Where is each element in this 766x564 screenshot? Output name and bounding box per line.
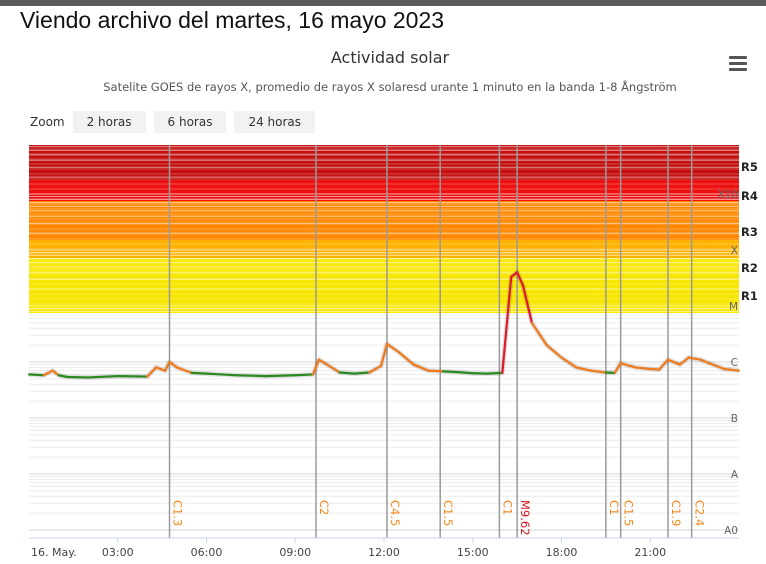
zoom-controls: Zoom 2 horas 6 horas 24 horas: [30, 111, 323, 133]
flux-segment: [155, 366, 167, 372]
flux-segment: [613, 362, 622, 374]
radio-blackout-label-R1: R1: [741, 289, 758, 303]
r4-band: [29, 180, 739, 201]
hamburger-menu-icon[interactable]: [729, 56, 747, 72]
flux-segment: [205, 372, 223, 376]
flare-label-1: C2: [317, 500, 331, 515]
x-tick-label-1500: 15:00: [457, 546, 489, 559]
flux-segment: [368, 364, 383, 374]
flux-segment: [317, 358, 326, 365]
flux-segment: [146, 366, 158, 378]
flare-label-5: M9.62: [518, 500, 532, 536]
top-bar: [0, 0, 766, 6]
flux-segment: [51, 369, 60, 377]
radio-blackout-label-R2: R2: [741, 261, 758, 275]
flux-segment: [412, 363, 430, 372]
flux-segment: [353, 371, 371, 375]
flux-segment: [323, 362, 341, 374]
flux-segment: [379, 342, 389, 368]
flux-segment: [545, 344, 563, 359]
horizontal-gridlines: [29, 146, 739, 531]
flare-label-8: C1.9: [669, 500, 683, 526]
flux-segment: [575, 366, 593, 372]
flux-segment: [486, 371, 504, 375]
flare-label-9: C2.4: [693, 500, 707, 526]
zoom-label: Zoom: [30, 115, 65, 129]
flare-label-6: C1: [607, 500, 621, 515]
flare-label-2: C4.5: [388, 500, 402, 526]
flux-segment: [397, 351, 415, 366]
flux-segment: [311, 358, 321, 376]
page-title: Viendo archivo del martes, 16 mayo 2023: [20, 7, 445, 33]
zoom-6h-button[interactable]: 6 horas: [153, 111, 227, 133]
radio-blackout-label-R5: R5: [741, 160, 758, 174]
r2-band: [29, 240, 739, 258]
x-tick-label-1800: 18:00: [546, 546, 578, 559]
flux-segment: [385, 342, 400, 354]
zoom-24h-button[interactable]: 24 horas: [234, 111, 316, 133]
flux-segment: [456, 371, 474, 375]
flux-segment: [501, 275, 513, 374]
flux-segment: [619, 362, 637, 369]
flux-segment: [589, 369, 607, 374]
flux-segment: [27, 373, 45, 377]
x-tick-label-0600: 06:00: [191, 546, 223, 559]
x-tick-label-0900: 09:00: [279, 546, 311, 559]
flux-segment: [521, 284, 534, 324]
class-label-X: X: [731, 245, 738, 257]
flux-segment: [510, 271, 519, 279]
flux-segment: [175, 366, 193, 374]
class-label-M: M: [729, 301, 738, 313]
r1-band: [29, 258, 739, 313]
zoom-2h-button[interactable]: 2 horas: [72, 111, 146, 133]
flux-segment: [190, 371, 208, 375]
flare-label-3: C1.5: [441, 500, 455, 526]
class-label-A0: A0: [724, 525, 738, 537]
radio-blackout-label-R3: R3: [741, 225, 758, 239]
flux-segment: [264, 374, 297, 378]
x-tick-label-start: 16. May.: [31, 546, 77, 559]
radio-blackout-label-R4: R4: [741, 189, 758, 203]
flux-segment: [723, 367, 741, 372]
flux-segment: [649, 367, 661, 371]
class-label-A: A: [731, 469, 739, 481]
flux-segment: [168, 360, 179, 369]
flux-segment: [516, 271, 525, 287]
flux-segment: [658, 358, 670, 371]
flux-segment: [678, 356, 690, 366]
chart-title: Actividad solar: [330, 48, 450, 67]
flux-segment: [42, 369, 54, 377]
flux-segment: [708, 362, 726, 371]
x-tick-label-0300: 03:00: [102, 546, 134, 559]
flux-segment: [530, 321, 548, 347]
flux-segment: [687, 356, 702, 361]
flux-segment: [634, 366, 652, 371]
flux-segment: [442, 370, 460, 374]
x-tick-label-1200: 12:00: [368, 546, 400, 559]
class-label-X10: X10: [717, 189, 738, 201]
class-label-C: C: [731, 357, 738, 369]
flare-label-0: C1.3: [171, 500, 185, 526]
flux-segment: [234, 374, 267, 378]
flux-segment: [220, 373, 238, 377]
flux-segment: [666, 358, 681, 366]
flux-segment: [338, 371, 356, 375]
flux-segment: [427, 369, 445, 373]
class-label-B: B: [731, 413, 738, 425]
flux-segment: [57, 374, 69, 379]
flare-label-4: C1: [500, 500, 514, 515]
flux-segment: [87, 375, 119, 379]
flux-segment: [560, 356, 578, 369]
flux-segment: [294, 373, 315, 377]
flux-segment: [699, 358, 711, 365]
chart-subtitle: Satelite GOES de rayos X, promedio de ra…: [103, 80, 677, 94]
x-tick-label-2100: 21:00: [634, 546, 666, 559]
flux-segment: [163, 360, 171, 372]
flare-label-7: C1.5: [622, 500, 636, 526]
